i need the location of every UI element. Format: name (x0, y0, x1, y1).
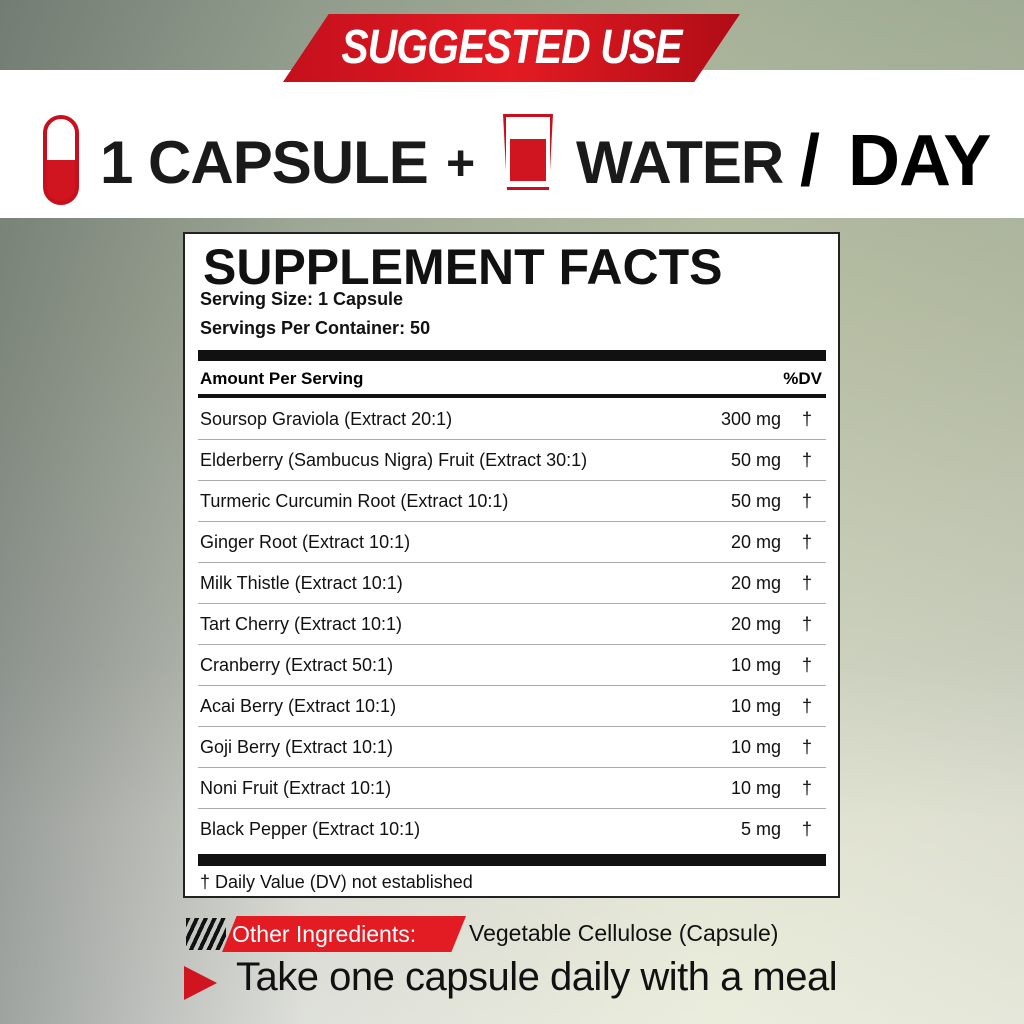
ingredient-amount: 20 mg (730, 573, 781, 593)
ingredient-row: Milk Thistle (Extract 10:1) 20 mg † (198, 563, 826, 604)
servings-per-container: Servings Per Container: 50 (200, 318, 431, 338)
ingredient-row: Cranberry (Extract 50:1) 10 mg † (198, 645, 826, 686)
ingredient-row: Turmeric Curcumin Root (Extract 10:1) 50 … (198, 481, 826, 522)
ingredient-row: Goji Berry (Extract 10:1) 10 mg † (198, 727, 826, 768)
ingredient-name: Cranberry (Extract 50:1) (200, 655, 394, 675)
ingredient-row: Acai Berry (Extract 10:1) 10 mg † (198, 686, 826, 727)
banner-text: SUGGESTED USE (341, 21, 682, 74)
dv-header: %DV (783, 369, 822, 388)
plus-text: + (446, 135, 475, 191)
ingredient-row: Soursop Graviola (Extract 20:1) 300 mg † (198, 399, 826, 440)
ingredient-name: Black Pepper (Extract 10:1) (200, 819, 421, 839)
ingredient-dv: † (801, 696, 812, 716)
facts-header: Amount Per Serving %DV (200, 369, 822, 389)
ingredient-amount: 50 mg (730, 450, 781, 470)
stripes-decoration (186, 918, 226, 950)
ingredient-row: Elderberry (Sambucus Nigra) Fruit (Extra… (198, 440, 826, 481)
ingredient-name: Ginger Root (Extract 10:1) (200, 532, 411, 552)
water-text: WATER (576, 129, 784, 196)
ingredient-amount: 10 mg (730, 655, 781, 675)
instruction: Take one capsule daily with a meal (236, 955, 838, 999)
day-text: DAY (848, 121, 991, 201)
divider (198, 394, 826, 398)
ingredient-dv: † (801, 819, 812, 839)
amount-header: Amount Per Serving (200, 369, 364, 388)
ingredient-amount: 10 mg (730, 696, 781, 716)
ingredient-amount: 10 mg (730, 778, 781, 798)
other-ingredients: Other Ingredients: Vegetable Cellulose (… (186, 916, 886, 952)
ingredient-amount: 20 mg (730, 532, 781, 552)
facts-title: SUPPLEMENT FACTS (203, 239, 723, 295)
ingredient-name: Goji Berry (Extract 10:1) (200, 737, 394, 757)
ingredient-amount: 20 mg (730, 614, 781, 634)
other-ingredients-value: Vegetable Cellulose (Capsule) (469, 920, 779, 946)
ingredient-dv: † (801, 409, 812, 429)
ingredient-dv: † (801, 655, 812, 675)
ingredient-name: Tart Cherry (Extract 10:1) (200, 614, 403, 634)
ingredient-row: Tart Cherry (Extract 10:1) 20 mg † (198, 604, 826, 645)
capsule-text: 1 CAPSULE (100, 129, 429, 196)
ingredient-name: Elderberry (Sambucus Nigra) Fruit (Extra… (200, 450, 588, 470)
ingredient-row: Black Pepper (Extract 10:1) 5 mg † (198, 809, 826, 850)
ingredient-dv: † (801, 573, 812, 593)
slash-text: / (800, 121, 820, 201)
ingredient-row: Noni Fruit (Extract 10:1) 10 mg † (198, 768, 826, 809)
ingredient-amount: 5 mg (740, 819, 781, 839)
suggested-use-banner: SUGGESTED USE (283, 14, 740, 82)
divider-thick (198, 350, 826, 361)
ingredient-name: Acai Berry (Extract 10:1) (200, 696, 397, 716)
play-arrow-icon (184, 966, 217, 1000)
ingredient-name: Turmeric Curcumin Root (Extract 10:1) (200, 491, 509, 511)
other-ingredients-label: Other Ingredients: (222, 916, 466, 952)
ingredient-dv: † (801, 737, 812, 757)
ingredient-name: Noni Fruit (Extract 10:1) (200, 778, 392, 798)
supplement-facts-panel: SUPPLEMENT FACTS Serving Size: 1 Capsule… (183, 232, 840, 898)
water-glass-icon (503, 114, 553, 190)
ingredient-row: Ginger Root (Extract 10:1) 20 mg † (198, 522, 826, 563)
ingredient-amount: 10 mg (730, 737, 781, 757)
ingredient-name: Soursop Graviola (Extract 20:1) (200, 409, 453, 429)
ingredient-dv: † (801, 532, 812, 552)
ingredient-amount: 300 mg (720, 409, 781, 429)
capsule-icon (43, 115, 79, 205)
ingredient-dv: † (801, 491, 812, 511)
ingredient-dv: † (801, 778, 812, 798)
footnote: † Daily Value (DV) not established (200, 872, 473, 892)
divider-thick (198, 854, 826, 866)
usage-line: 1 CAPSULE + WATER / DAY (0, 110, 1024, 210)
ingredient-dv: † (801, 614, 812, 634)
ingredient-dv: † (801, 450, 812, 470)
serving-size: Serving Size: 1 Capsule (200, 289, 404, 309)
ingredient-name: Milk Thistle (Extract 10:1) (200, 573, 403, 593)
ingredient-amount: 50 mg (730, 491, 781, 511)
